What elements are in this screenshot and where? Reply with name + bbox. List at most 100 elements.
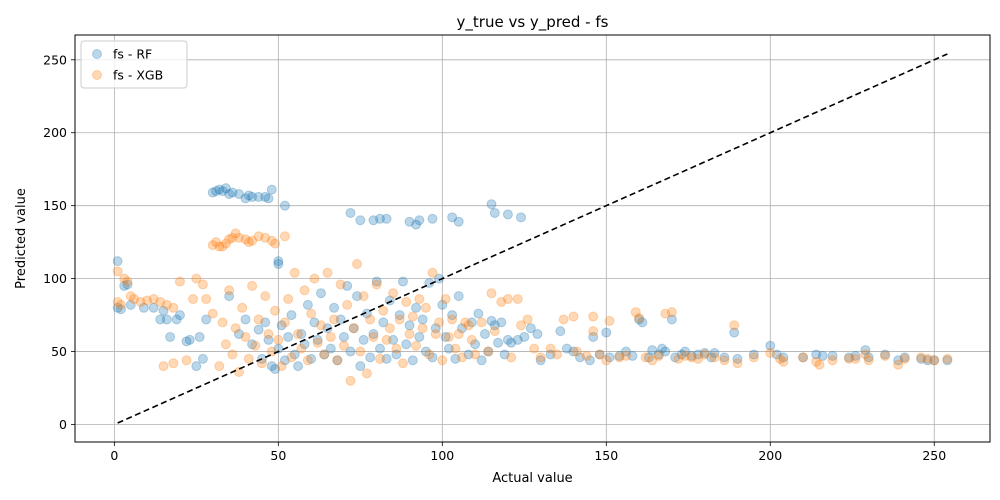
rf-point xyxy=(407,355,418,366)
xgb-point xyxy=(197,279,208,290)
rf-point xyxy=(660,346,671,357)
rf-point xyxy=(430,323,441,334)
rf-point xyxy=(322,323,333,334)
xgb-point xyxy=(545,343,556,354)
rf-point xyxy=(388,334,399,345)
rf-point xyxy=(309,317,320,328)
rf-point xyxy=(699,348,710,359)
xgb-point xyxy=(214,361,225,372)
rf-point xyxy=(532,329,543,340)
xgb-point xyxy=(460,317,471,328)
xgb-point xyxy=(427,267,438,278)
rf-point xyxy=(371,276,382,287)
legend-box xyxy=(80,40,188,89)
xgb-point xyxy=(463,320,474,331)
rf-point xyxy=(627,350,638,361)
rf-point xyxy=(922,355,933,366)
rf-point xyxy=(447,310,458,321)
xgb-point xyxy=(552,349,563,360)
rf-point xyxy=(260,191,271,202)
xgb-point xyxy=(512,294,523,305)
rf-point xyxy=(771,349,782,360)
rf-point xyxy=(181,336,192,347)
xgb-point xyxy=(355,346,366,357)
rf-point xyxy=(345,207,356,218)
rf-point xyxy=(506,337,517,348)
rf-point xyxy=(155,314,166,325)
xgb-point xyxy=(388,288,399,299)
rf-point xyxy=(122,279,133,290)
xgb-point xyxy=(112,266,123,277)
rf-point xyxy=(473,308,484,319)
y-tick-label: 100 xyxy=(43,271,67,286)
chart-title: y_true vs y_pred - fs xyxy=(457,13,609,32)
rf-point xyxy=(194,331,205,342)
xgb-point xyxy=(407,311,418,322)
rf-point xyxy=(502,334,513,345)
rf-point xyxy=(666,314,677,325)
rf-point xyxy=(463,349,474,360)
xgb-point xyxy=(535,352,546,363)
rf-point xyxy=(414,331,425,342)
xgb-point xyxy=(338,340,349,351)
rf-point xyxy=(850,350,861,361)
rf-point xyxy=(319,349,330,360)
xgb-point xyxy=(129,294,140,305)
rf-point xyxy=(827,350,838,361)
rf-point xyxy=(594,349,605,360)
rf-point xyxy=(115,304,126,315)
rf-point xyxy=(355,361,366,372)
rf-point xyxy=(437,299,448,310)
xgb-point xyxy=(342,299,353,310)
rf-point xyxy=(276,320,287,331)
xgb-point xyxy=(174,276,185,287)
rf-point xyxy=(637,317,648,328)
rf-point xyxy=(476,355,487,366)
rf-point xyxy=(502,209,513,220)
rf-point xyxy=(332,355,343,366)
rf-point xyxy=(535,355,546,366)
xgb-point xyxy=(604,315,615,326)
xgb-point xyxy=(358,291,369,302)
xgb-point xyxy=(378,305,389,316)
xgb-point xyxy=(115,299,126,310)
rf-point xyxy=(643,352,654,363)
xgb-point xyxy=(161,299,172,310)
xgb-point xyxy=(634,313,645,324)
rf-point xyxy=(916,353,927,364)
rf-point xyxy=(486,199,497,210)
y-tick-label: 200 xyxy=(43,125,67,140)
xgb-point xyxy=(466,334,477,345)
xgb-point xyxy=(391,343,402,354)
xgb-point xyxy=(243,237,254,248)
xgb-point xyxy=(243,353,254,364)
xgb-point xyxy=(135,296,146,307)
xgb-point xyxy=(775,353,786,364)
rf-point xyxy=(863,352,874,363)
xgb-point xyxy=(279,231,290,242)
rf-point xyxy=(798,352,809,363)
rf-point xyxy=(693,349,704,360)
rf-point xyxy=(568,346,579,357)
rf-point xyxy=(466,317,477,328)
rf-point xyxy=(811,349,822,360)
rf-point xyxy=(381,353,392,364)
rf-point xyxy=(411,302,422,313)
y-axis-label: Predicted value xyxy=(14,188,29,289)
xgb-point xyxy=(214,241,225,252)
rf-point xyxy=(125,299,136,310)
legend-label-xgb: fs - XGB xyxy=(113,68,163,83)
rf-point xyxy=(243,190,254,201)
rf-point xyxy=(338,331,349,342)
y-tick-label: 50 xyxy=(51,344,67,359)
xgb-point xyxy=(348,323,359,334)
rf-point xyxy=(247,339,258,350)
xgb-point xyxy=(329,314,340,325)
rf-point xyxy=(404,216,415,227)
rf-point xyxy=(112,256,123,267)
rf-point xyxy=(273,343,284,354)
xgb-point xyxy=(558,314,569,325)
xgb-point xyxy=(240,331,251,342)
xgb-point xyxy=(119,273,130,284)
x-tick-label: 0 xyxy=(110,448,118,463)
